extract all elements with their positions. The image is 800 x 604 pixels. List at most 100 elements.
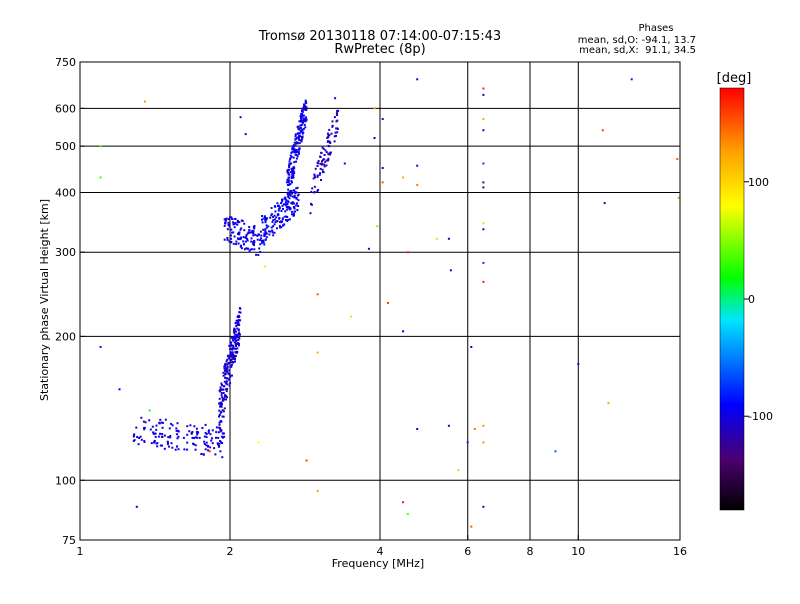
data-point (232, 336, 235, 339)
data-point (296, 194, 299, 197)
data-point (316, 489, 319, 492)
data-point (287, 218, 290, 221)
data-point (482, 129, 485, 132)
data-point (186, 433, 189, 436)
data-point (195, 427, 198, 430)
data-point (248, 250, 251, 253)
data-point (193, 425, 196, 428)
data-point (677, 196, 680, 199)
data-point (285, 203, 288, 206)
data-point (272, 234, 275, 237)
data-point (224, 373, 227, 376)
data-point (314, 176, 317, 179)
data-point (177, 430, 180, 433)
data-point (288, 183, 291, 186)
data-point (280, 226, 283, 229)
data-point (218, 397, 221, 400)
data-point (225, 390, 228, 393)
data-point (204, 431, 207, 434)
data-point (255, 253, 258, 256)
data-point (300, 118, 303, 121)
data-point (230, 234, 232, 237)
data-point (221, 399, 224, 402)
data-point (217, 436, 220, 439)
data-point (225, 398, 227, 401)
data-point (319, 167, 322, 170)
data-point (140, 438, 143, 441)
data-point (167, 436, 170, 439)
data-point (215, 431, 218, 434)
data-point (242, 243, 245, 246)
data-point (293, 207, 296, 210)
data-point (160, 435, 163, 438)
data-point (334, 131, 337, 134)
data-point (290, 202, 293, 205)
data-point (243, 248, 246, 251)
data-point (301, 132, 304, 135)
data-point (310, 202, 312, 205)
phase-stats-heading: Phases (638, 23, 673, 34)
data-point (223, 385, 226, 388)
data-point (264, 231, 267, 234)
data-point (230, 363, 233, 366)
data-point (233, 357, 236, 360)
data-point (219, 390, 222, 393)
data-point (240, 247, 243, 250)
data-point (224, 388, 227, 391)
data-point (223, 238, 226, 241)
data-point (301, 137, 304, 140)
data-point (292, 173, 295, 176)
data-point (416, 183, 419, 186)
data-point (225, 217, 228, 220)
data-point (318, 173, 321, 176)
data-point (230, 352, 233, 355)
data-point (253, 244, 255, 247)
data-point (218, 442, 221, 445)
data-point (227, 221, 230, 224)
data-point (223, 218, 226, 221)
data-point (222, 410, 225, 413)
data-point (319, 172, 322, 175)
data-point (246, 239, 249, 242)
data-point (288, 197, 291, 200)
data-point (252, 234, 255, 237)
data-point (233, 332, 236, 335)
data-point (217, 445, 220, 448)
data-point (265, 224, 268, 227)
data-point (288, 194, 291, 197)
data-point (291, 202, 294, 205)
data-point (313, 173, 316, 176)
data-point (235, 335, 238, 338)
data-point (322, 171, 325, 174)
data-point (297, 193, 300, 196)
data-point (207, 445, 209, 448)
data-point (270, 207, 273, 209)
data-point (211, 429, 214, 432)
data-point (175, 429, 178, 432)
data-point (244, 133, 247, 136)
data-point (232, 330, 235, 333)
x-tick-label: 1 (77, 545, 84, 558)
data-point (320, 151, 323, 154)
data-point (296, 155, 299, 158)
data-point (278, 217, 281, 220)
data-point (262, 241, 265, 244)
data-point (161, 426, 164, 429)
data-point (288, 162, 291, 165)
data-point (229, 353, 232, 356)
data-point (232, 354, 235, 356)
data-point (285, 219, 287, 221)
data-point (381, 181, 384, 184)
data-point (138, 437, 141, 439)
data-point (99, 176, 102, 179)
data-point (406, 513, 409, 515)
data-point (208, 450, 211, 453)
data-point (316, 161, 319, 164)
data-point (328, 134, 331, 137)
data-point (327, 153, 330, 156)
data-point (238, 319, 241, 322)
data-point (473, 428, 476, 430)
data-point (252, 231, 254, 234)
data-point (228, 374, 231, 377)
data-point (276, 227, 278, 230)
